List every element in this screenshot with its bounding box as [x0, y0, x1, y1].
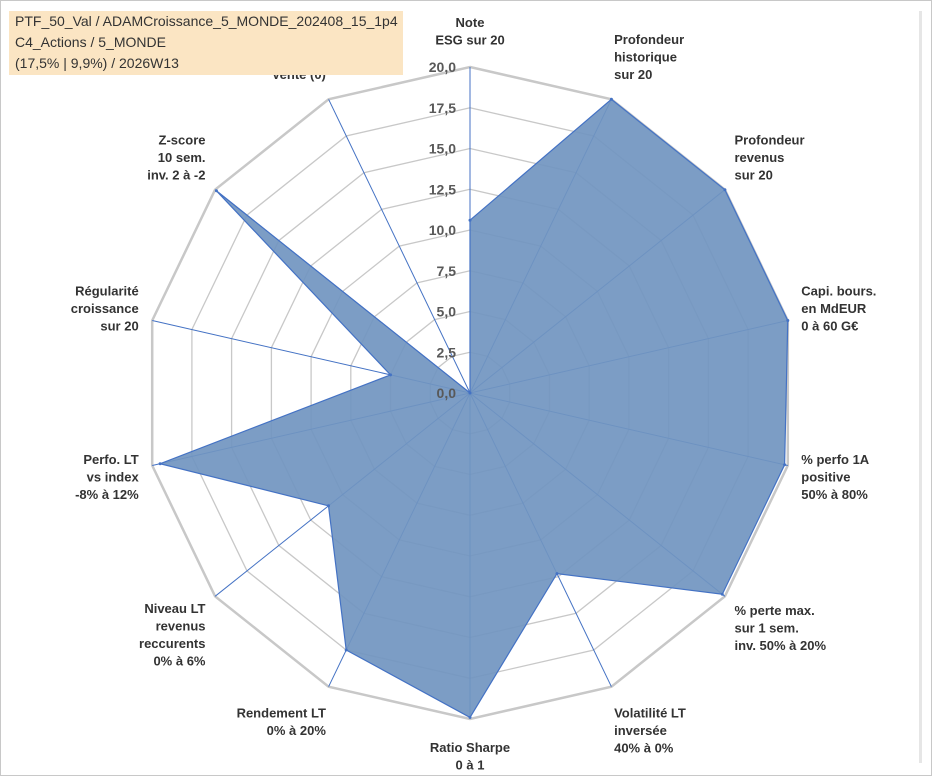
axis-label: en MdEUR: [801, 301, 867, 316]
axis-label: % perte max.: [735, 603, 815, 618]
series-point: [783, 463, 787, 467]
axis-label: Rendement LT: [237, 706, 326, 721]
axis-label: Profondeur: [614, 32, 684, 47]
axis-label: reccurents: [139, 636, 205, 651]
axis-label: inv. 50% à 20%: [735, 638, 827, 653]
axis-label: Profondeur: [735, 132, 805, 147]
axis-label: Ratio Sharpe: [430, 740, 510, 755]
series-point: [723, 188, 727, 192]
scrollbar-track[interactable]: [919, 11, 922, 763]
axis-label: Capi. bours.: [801, 284, 876, 299]
axis-label: inversée: [614, 723, 667, 738]
radial-tick-labels: 0,0 2,5 5,0 7,5 10,0 12,5 15,0 17,5 20,0: [429, 59, 456, 401]
series-point: [786, 319, 790, 322]
axis-label: ESG sur 20: [435, 33, 504, 48]
axis-label: 50% à 80%: [801, 487, 868, 502]
series-point: [468, 218, 472, 222]
chart-title-box: PTF_50_Val / ADAMCroissance_5_MONDE_2024…: [9, 11, 403, 75]
axis-label: historique: [614, 49, 677, 64]
axis-label: sur 20: [735, 167, 773, 182]
radial-tick-label: 2,5: [437, 344, 457, 360]
axis-label: vs index: [87, 469, 140, 484]
series-point: [214, 189, 218, 193]
title-line-portfolio: PTF_50_Val / ADAMCroissance_5_MONDE_2024…: [15, 13, 398, 29]
axis-labels: Note ESG sur 20 Profondeur historique sur 20…: [71, 15, 877, 773]
axis-label: sur 20: [614, 67, 652, 82]
axis-label: revenus: [735, 150, 785, 165]
radial-tick-label: 17,5: [429, 100, 456, 116]
axis-label: revenus: [156, 618, 206, 633]
axis-label: 0 à 60 G€: [801, 319, 858, 334]
axis-label: sur 1 sem.: [735, 621, 799, 636]
axis-label: positive: [801, 469, 850, 484]
axis-label: Perfo. LT: [83, 452, 138, 467]
axis-label: sur 20: [100, 319, 138, 334]
radial-tick-label: 15,0: [429, 141, 456, 157]
axis-label: 40% à 0%: [614, 741, 674, 756]
title-line-stats: (17,5% | 9,9%) / 2026W13: [15, 55, 179, 71]
radial-tick-label: 12,5: [429, 181, 456, 197]
axis-label: Niveau LT: [144, 601, 205, 616]
axis-label: Z-score: [159, 132, 206, 147]
axis-label: 0% à 20%: [267, 723, 327, 738]
series-point: [327, 504, 330, 508]
radial-tick-label: 7,5: [437, 263, 457, 279]
axis-label: Régularité: [75, 284, 139, 299]
series-point: [720, 592, 724, 596]
series-point: [158, 462, 162, 466]
axis-label: inv. 2 à -2: [147, 167, 205, 182]
title-line-category: C4_Actions / 5_MONDE: [15, 34, 166, 50]
radial-tick-label: 20,0: [429, 59, 456, 75]
axis-label: 0 à 1: [456, 758, 485, 773]
axis-label: 10 sem.: [158, 150, 206, 165]
series-point: [609, 97, 613, 101]
axis-spoke: [328, 99, 471, 394]
axis-label: Note: [456, 15, 485, 30]
axis-label: -8% à 12%: [75, 487, 139, 502]
axis-label: % perfo 1A: [801, 452, 870, 467]
series-point: [468, 391, 472, 395]
axis-label: Volatilité LT: [614, 706, 686, 721]
axis-label: 0% à 6%: [153, 653, 205, 668]
axis-label: croissance: [71, 301, 139, 316]
series-point: [344, 648, 348, 652]
series-point: [389, 373, 392, 377]
radial-tick-label: 5,0: [437, 304, 457, 320]
radial-tick-label: 10,0: [429, 222, 456, 238]
series-point: [555, 572, 559, 576]
series-point: [468, 715, 472, 719]
radial-tick-label: 0,0: [437, 385, 457, 401]
radar-series: [158, 97, 790, 719]
series-area: [158, 98, 789, 719]
